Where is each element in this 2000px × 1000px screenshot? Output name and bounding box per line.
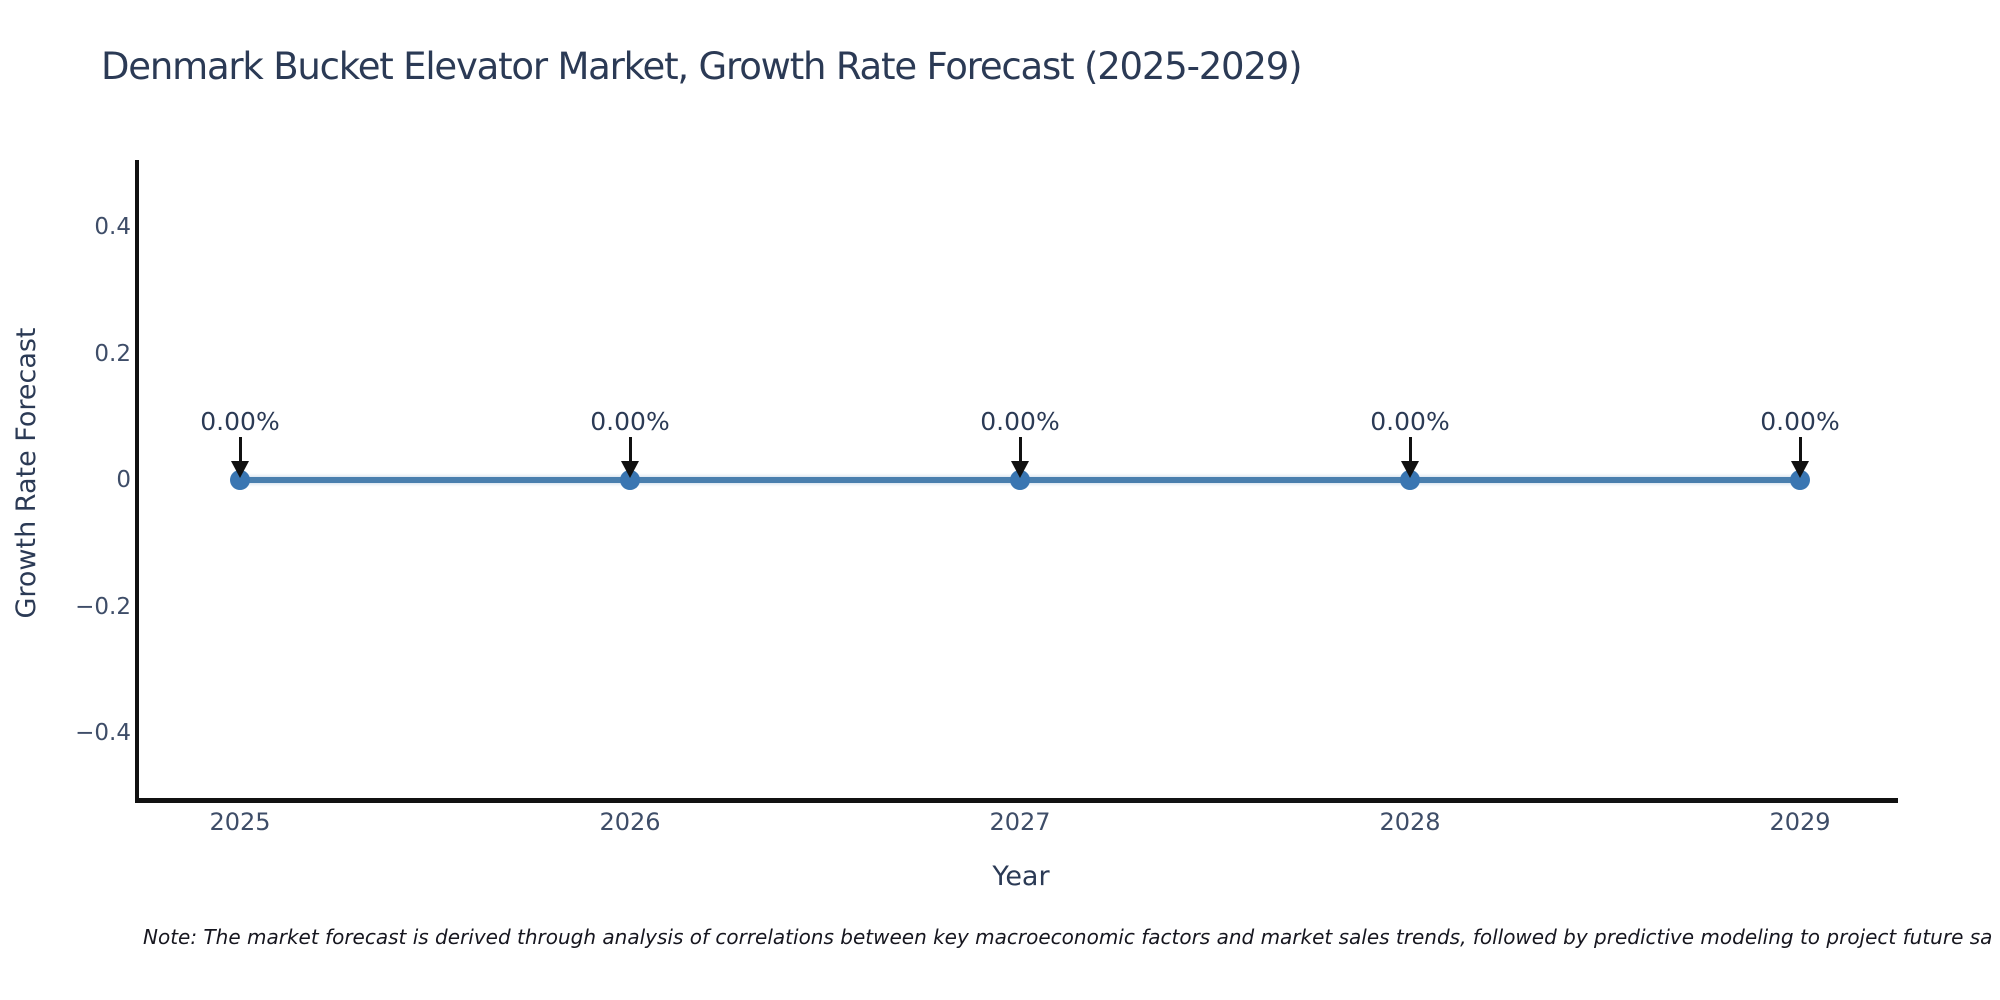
y-tick-label: 0.2 — [94, 340, 131, 367]
annotation-arrow-head-icon — [621, 461, 639, 478]
y-axis-title: Growth Rate Forecast — [11, 327, 42, 619]
x-axis-title: Year — [992, 861, 1050, 892]
point-annotation-label: 0.00% — [200, 407, 280, 436]
annotation-arrow-stem — [628, 437, 632, 462]
point-annotation-label: 0.00% — [980, 407, 1060, 436]
y-tick-label: 0 — [116, 467, 131, 493]
footnote: Note: The market forecast is derived thr… — [143, 925, 1993, 949]
x-tick-label: 2027 — [989, 808, 1051, 836]
y-axis-line — [135, 160, 139, 803]
x-axis-line — [135, 798, 1898, 803]
chart-title: Denmark Bucket Elevator Market, Growth R… — [101, 45, 1303, 88]
annotation-arrow-head-icon — [1401, 461, 1419, 478]
point-annotation-label: 0.00% — [1370, 407, 1450, 436]
x-tick-label: 2028 — [1379, 808, 1441, 836]
x-tick-label: 2026 — [599, 808, 661, 836]
point-annotation-label: 0.00% — [590, 407, 670, 436]
y-tick-label: 0.4 — [94, 214, 131, 240]
annotation-arrow-head-icon — [1791, 461, 1809, 478]
annotation-arrow-stem — [238, 437, 242, 462]
annotation-arrow-stem — [1018, 437, 1022, 462]
point-annotation-label: 0.00% — [1760, 407, 1840, 436]
x-tick-label: 2025 — [209, 808, 271, 836]
annotation-arrow-stem — [1408, 437, 1412, 462]
annotation-arrow-stem — [1798, 437, 1802, 462]
x-tick-label: 2029 — [1769, 808, 1831, 836]
y-tick-label: −0.2 — [75, 593, 131, 620]
annotation-arrow-head-icon — [1011, 461, 1029, 478]
y-tick-label: −0.4 — [75, 720, 131, 746]
annotation-arrow-head-icon — [231, 461, 249, 478]
